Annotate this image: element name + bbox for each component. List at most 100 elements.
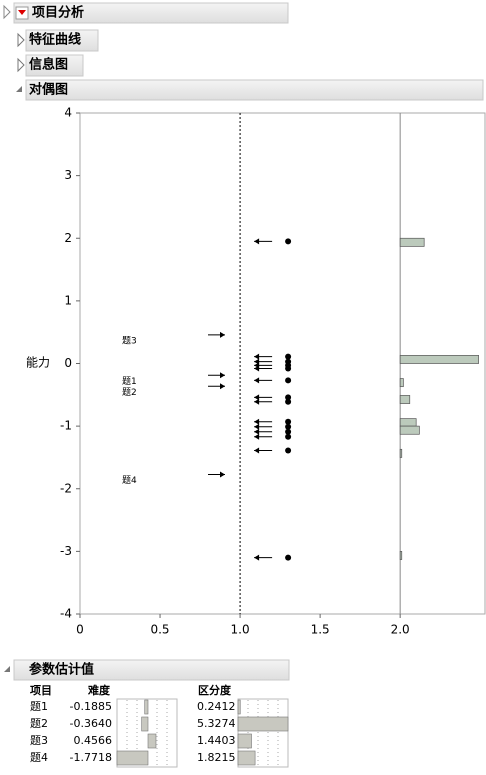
person-arrow-head [254,423,260,430]
y-tick-label: -1 [60,419,72,433]
person-arrow-head [254,353,260,360]
discrimination: 5.3274 [197,717,236,730]
item-name: 题1 [30,700,48,713]
table-header[interactable]: 参数估计值 [4,659,290,681]
section-bar [25,54,84,77]
y-tick-label: 2 [64,231,72,245]
y-tick-label: 0 [64,356,72,370]
y-tick-label: -2 [60,481,72,495]
person-arrow-head [254,398,260,405]
person-point [285,398,292,405]
col-header: 项目 [30,684,52,697]
discrimination: 1.8215 [197,751,236,764]
person-point [285,447,292,454]
person-point [285,365,292,372]
section-title: 信息图 [29,57,68,73]
discrimination-bar [237,733,252,749]
y-tick-label: -3 [60,544,72,558]
discrimination-bar [237,699,241,715]
item-arrow-head [220,331,225,338]
histogram-bar [399,378,404,388]
difficulty-bar [144,699,149,715]
difficulty: -0.3640 [70,717,112,730]
disclosure[interactable] [17,32,25,48]
person-point [285,433,292,440]
x-tick-label: 2.0 [391,623,410,637]
item-label: 题1 [122,376,137,387]
title: 项目分析 [32,5,84,21]
difficulty: -1.7718 [70,751,112,764]
section[interactable]: 对偶图 [16,79,484,101]
histogram-bar [399,395,411,404]
disclosure[interactable] [4,666,10,672]
difficulty-bar [116,750,149,766]
disclosure[interactable] [17,57,25,73]
item-arrow-head [220,372,225,379]
section-bar [25,79,484,101]
person-point [285,418,292,425]
person-point [285,238,292,245]
section[interactable]: 信息图 [17,54,84,77]
item-name: 题3 [30,734,48,747]
item-arrow-head [220,471,225,478]
person-point [285,394,292,401]
y-tick-label: 4 [64,106,72,120]
item-arrow-head [220,383,225,390]
person-point [285,554,292,561]
disclosure[interactable] [3,4,11,20]
x-tick-label: 1.5 [311,623,330,637]
person-arrow-head [254,377,260,384]
difficulty-bar [141,716,149,732]
discrimination: 1.4403 [197,734,236,747]
histogram-bar [399,425,420,435]
person-arrow-head [254,428,260,435]
discrimination-bar [237,750,256,766]
section-bar [13,659,290,681]
item-label: 题3 [122,335,137,346]
outline-top[interactable]: 项目分析 [3,2,289,24]
difficulty-bar [147,733,157,749]
histogram-bar [399,355,479,364]
disclosure[interactable] [16,86,22,92]
section[interactable]: 特征曲线 [17,29,99,52]
discrimination-bar [237,716,289,732]
person-arrow-head [254,358,260,365]
person-arrow-head [254,394,260,401]
title-bar [13,2,289,24]
section-title: 参数估计值 [29,662,94,678]
person-arrow-head [254,447,260,454]
item-label: 题2 [122,387,137,398]
person-arrow-head [254,433,260,440]
item-name: 题4 [30,751,48,764]
discrimination: 0.2412 [197,700,236,713]
person-point [285,353,292,360]
y-tick-label: 3 [64,168,72,182]
person-point [285,428,292,435]
histogram-bar [399,551,403,560]
histogram-bar [399,237,425,247]
item-label: 题4 [122,475,137,486]
person-arrow-head [254,238,260,245]
col-header: 区分度 [198,683,232,697]
y-axis-label: 能力 [26,356,50,370]
person-point [285,377,292,384]
col-header: 难度 [87,683,111,697]
section-title: 特征曲线 [29,32,81,48]
y-tick-label: -4 [60,607,72,621]
difficulty: -0.1885 [70,700,112,713]
x-tick-label: 0 [76,623,84,637]
x-tick-label: 1.0 [231,623,250,637]
item-name: 题2 [30,717,48,730]
person-arrow-head [254,554,260,561]
y-tick-label: 1 [64,293,72,307]
histogram-bar [399,418,417,427]
difficulty: 0.4566 [74,734,113,747]
person-arrow-head [254,418,260,425]
person-arrow-head [254,365,260,372]
red-triangle [18,10,26,15]
histogram-bar [399,448,403,458]
section-bar [25,29,99,52]
section-title: 对偶图 [29,82,68,98]
